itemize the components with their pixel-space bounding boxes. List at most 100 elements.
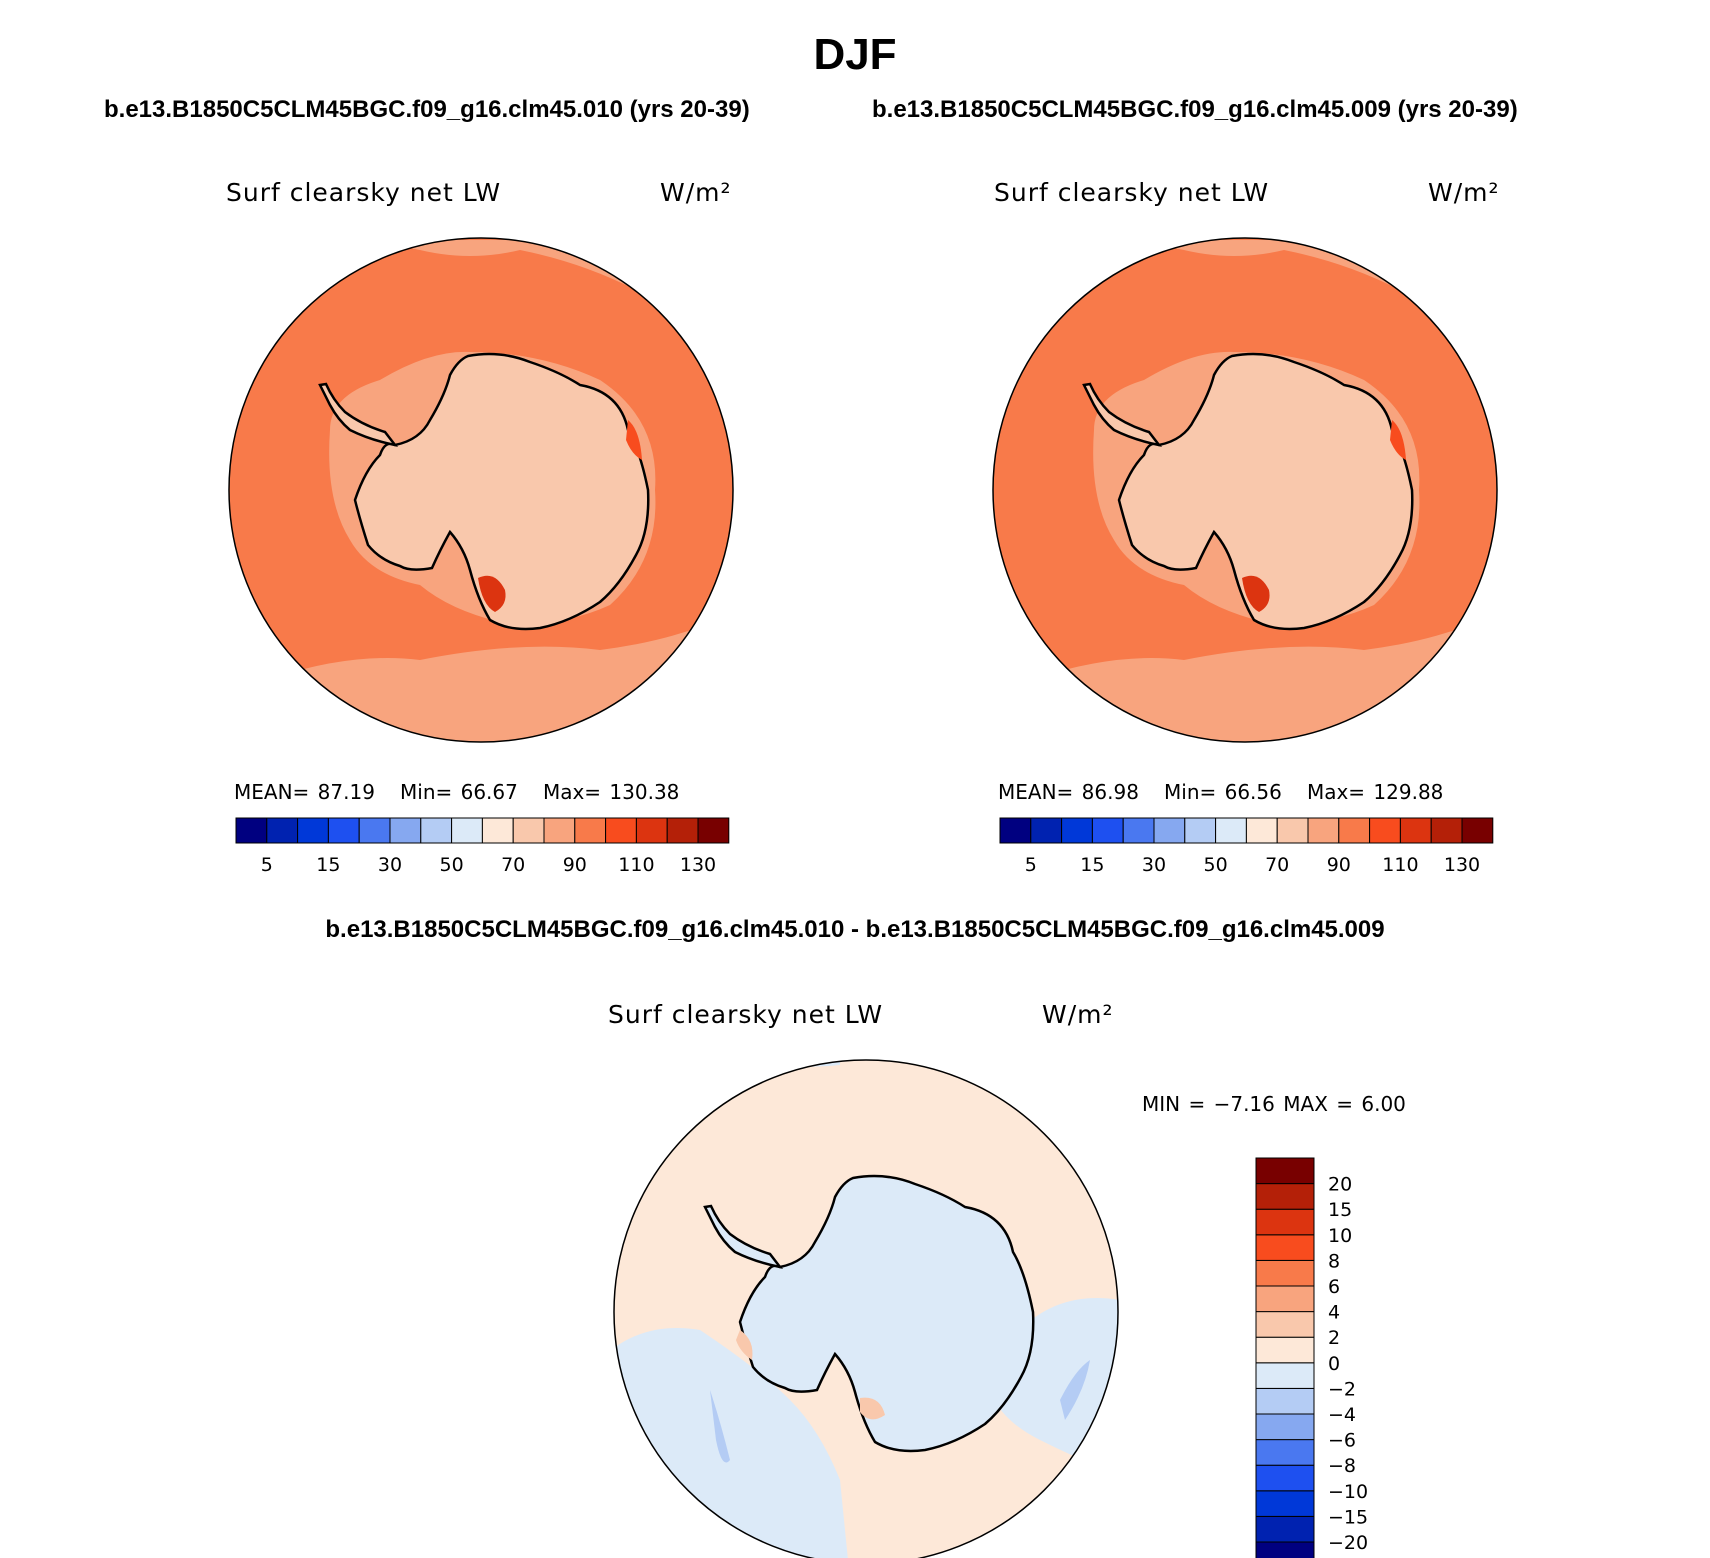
- left-max-value: 130.38: [609, 780, 680, 804]
- colorbar-segment: [635, 817, 668, 844]
- colorbar-segment: [543, 817, 576, 844]
- colorbar-tick-label: 90: [563, 854, 587, 876]
- colorbar-segment: [1255, 1208, 1315, 1236]
- colorbar-tick-label: 90: [1327, 854, 1351, 876]
- left-panel-variable: Surf clearsky net LW: [226, 178, 502, 207]
- positive-spot-south: [860, 1397, 885, 1420]
- colorbar-segment: [1369, 817, 1401, 844]
- colorbar-segment: [1255, 1157, 1315, 1185]
- colorbar-segment: [1255, 1387, 1315, 1415]
- colorbar-tick-label: 70: [1265, 854, 1289, 876]
- left-panel-stats: MEAN= 87.19 Min= 66.67 Max= 130.38: [234, 780, 679, 804]
- right-panel-units: W/m²: [1428, 178, 1500, 207]
- colorbar-tick-label: 5: [1025, 854, 1037, 876]
- right-panel-variable: Surf clearsky net LW: [994, 178, 1270, 207]
- positive-spot-west: [736, 1330, 753, 1360]
- colorbar-segment: [1255, 1362, 1315, 1389]
- colorbar-tick-label: −20: [1328, 1532, 1368, 1554]
- right-max-label: Max=: [1306, 780, 1366, 804]
- diff-min-label: MIN =: [1142, 1092, 1206, 1116]
- negative-streak: [710, 1390, 730, 1463]
- colorbar-segment: [1153, 817, 1186, 844]
- right-mean-value: 86.98: [1081, 780, 1139, 804]
- colorbar-segment: [1255, 1234, 1315, 1261]
- colorbar-segment: [697, 817, 730, 844]
- right-mean-label: MEAN=: [998, 780, 1074, 804]
- colorbar-segment: [1255, 1490, 1315, 1517]
- diff-panel-variable: Surf clearsky net LW: [608, 1000, 884, 1029]
- case-title-right: b.e13.B1850C5CLM45BGC.f09_g16.clm45.009 …: [872, 96, 1518, 123]
- strong-warm-spot: [1242, 575, 1270, 612]
- colorbar-tick-label: 4: [1328, 1302, 1340, 1324]
- left-max-label: Max=: [542, 780, 602, 804]
- colorbar-segment: [1184, 817, 1217, 844]
- diff-min-value: −7.16: [1213, 1092, 1275, 1116]
- colorbar-segment: [1255, 1336, 1315, 1364]
- colorbar-tick-label: 130: [1444, 854, 1480, 876]
- colorbar-segment: [297, 817, 329, 844]
- colorbar-tick-label: 50: [440, 854, 464, 876]
- left-panel-units: W/m²: [660, 178, 732, 207]
- colorbar-segment: [1030, 817, 1063, 844]
- colorbar-segment: [605, 817, 637, 844]
- colorbar-tick-label: 2: [1328, 1327, 1340, 1349]
- colorbar-tick-label: 6: [1328, 1276, 1340, 1298]
- colorbar-segment: [1215, 817, 1247, 844]
- colorbar-segment: [1255, 1439, 1315, 1466]
- colorbar-segment: [266, 817, 299, 844]
- colorbar-segment: [420, 817, 453, 844]
- colorbar-segment: [1255, 1285, 1315, 1313]
- left-map-border: [228, 237, 734, 743]
- colorbar-tick-label: 5: [261, 854, 273, 876]
- colorbar-segment: [327, 817, 360, 844]
- left-mean-label: MEAN=: [234, 780, 310, 804]
- colorbar-tick-label: 15: [1328, 1199, 1352, 1221]
- colorbar-tick-label: −10: [1328, 1481, 1368, 1503]
- colorbar-segment: [1255, 1515, 1315, 1543]
- left-colorbar: 5 15 30 50 70 90 110 130: [235, 817, 730, 876]
- colorbar-segment: [235, 817, 268, 844]
- colorbar-tick-label: −8: [1328, 1455, 1356, 1477]
- colorbar-tick-label: 50: [1204, 854, 1228, 876]
- left-mean-value: 87.19: [317, 780, 375, 804]
- colorbar-segment: [1091, 817, 1124, 844]
- right-min-value: 66.56: [1224, 780, 1282, 804]
- warm-spot-east: [1390, 420, 1406, 460]
- colorbar-segment: [1338, 817, 1371, 844]
- colorbar-tick-label: 130: [680, 854, 716, 876]
- colorbar-segment: [1430, 817, 1463, 844]
- colorbar-segment: [1061, 817, 1093, 844]
- colorbar-tick-label: −15: [1328, 1506, 1368, 1528]
- colorbar-tick-label: 20: [1328, 1174, 1352, 1196]
- colorbar-segment: [1276, 817, 1309, 844]
- figure-title: DJF: [813, 30, 897, 79]
- colorbar-tick-label: 8: [1328, 1250, 1340, 1272]
- colorbar-tick-label: 30: [378, 854, 402, 876]
- strong-warm-spot: [478, 575, 506, 612]
- colorbar-segment: [574, 817, 607, 844]
- colorbar-tick-label: −6: [1328, 1430, 1356, 1452]
- colorbar-segment: [1255, 1464, 1315, 1492]
- difference-title: b.e13.B1850C5CLM45BGC.f09_g16.clm45.010 …: [325, 916, 1385, 943]
- colorbar-segment: [1255, 1183, 1315, 1210]
- colorbar-segment: [1122, 817, 1155, 844]
- colorbar-segment: [1307, 817, 1340, 844]
- right-min-label: Min=: [1164, 780, 1217, 804]
- left-min-label: Min=: [400, 780, 453, 804]
- antarctic-peninsula: [1082, 382, 1163, 447]
- difference-map: [614, 1060, 1118, 1558]
- colorbar-tick-label: 15: [1080, 854, 1104, 876]
- colorbar-segment: [512, 817, 545, 844]
- colorbar-segment: [999, 817, 1032, 844]
- colorbar-segment: [451, 817, 483, 844]
- colorbar-tick-label: −4: [1328, 1404, 1356, 1426]
- case-title-left: b.e13.B1850C5CLM45BGC.f09_g16.clm45.010 …: [104, 96, 750, 123]
- colorbar-segment: [1255, 1541, 1315, 1558]
- left-min-value: 66.67: [460, 780, 518, 804]
- difference-map-border: [613, 1059, 1119, 1558]
- colorbar-segment: [1255, 1259, 1315, 1287]
- colorbar-tick-label: −2: [1328, 1378, 1356, 1400]
- colorbar-segment: [1255, 1311, 1315, 1338]
